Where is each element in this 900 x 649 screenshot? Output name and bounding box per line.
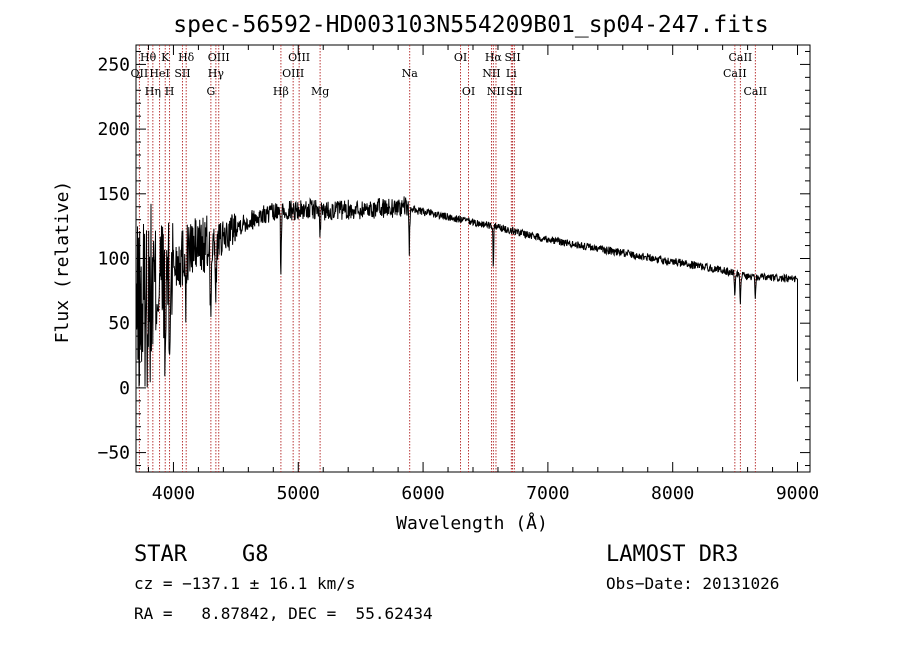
line-label: G: [206, 85, 215, 98]
line-label: Hδ: [178, 51, 195, 64]
line-label: Hβ: [273, 85, 289, 98]
line-label: OI: [462, 85, 475, 98]
y-tick-label: −50: [97, 443, 130, 464]
line-label: SII: [504, 51, 520, 64]
x-tick-label: 8000: [651, 483, 694, 504]
x-tick-label: 4000: [152, 483, 195, 504]
object-subclass: G8: [242, 542, 269, 567]
line-label: CaII: [743, 85, 767, 98]
line-label: Hθ: [140, 51, 157, 64]
line-label: Hγ: [208, 67, 225, 80]
line-label: NII: [487, 85, 505, 98]
line-label: Hη: [145, 85, 161, 98]
line-label: SII: [174, 67, 190, 80]
coordinates-text: RA = 8.87842, DEC = 55.62434: [134, 604, 433, 623]
chart-title: spec-56592-HD003103N554209B01_sp04-247.f…: [173, 12, 768, 38]
y-tick-label: 250: [97, 54, 130, 75]
line-label: H: [165, 85, 175, 98]
y-tick-label: 200: [97, 119, 130, 140]
x-tick-label: 9000: [776, 483, 819, 504]
line-label: CaII: [723, 67, 747, 80]
line-label: Li: [506, 67, 517, 80]
x-tick-label: 7000: [526, 483, 569, 504]
y-axis-label: Flux (relative): [52, 181, 73, 344]
line-label: OIII: [288, 51, 310, 64]
line-label: OIII: [282, 67, 304, 80]
redshift-text: cz = −137.1 ± 16.1 km/s: [134, 574, 356, 593]
x-axis: 4000 5000 6000 7000 8000 9000: [147, 45, 819, 504]
line-label: OI: [454, 51, 467, 64]
survey-name: LAMOST DR3: [606, 542, 738, 567]
plot-area: OII Hθ Hη HeI K H SII Hδ G Hγ OIII Hβ OIII OIII Mg Na OI…: [97, 44, 819, 504]
line-label: SII: [506, 85, 522, 98]
y-tick-label: 50: [108, 313, 130, 334]
line-label: OIII: [208, 51, 230, 64]
line-label: Na: [402, 67, 419, 80]
line-label: HeI: [149, 67, 169, 80]
line-label: OII: [131, 67, 149, 80]
y-axis: −50 0 50 100 150 200 250: [97, 50, 810, 467]
object-class: STAR: [134, 542, 188, 567]
line-label: CaII: [729, 51, 753, 64]
line-label: Mg: [311, 85, 329, 98]
line-label: K: [161, 51, 170, 64]
y-tick-label: 150: [97, 184, 130, 205]
y-tick-label: 0: [119, 378, 130, 399]
x-tick-label: 6000: [401, 483, 444, 504]
spectral-line-labels: OII Hθ Hη HeI K H SII Hδ G Hγ OIII Hβ OIII OIII Mg Na OI…: [131, 51, 768, 98]
spectrum-series: [135, 196, 798, 388]
x-axis-label: Wavelength (Å): [396, 512, 548, 534]
x-tick-label: 5000: [277, 483, 320, 504]
plot-frame: [135, 44, 811, 473]
line-label: NII: [482, 67, 500, 80]
observation-date: Obs−Date: 20131026: [606, 574, 779, 593]
line-label: Hα: [485, 51, 503, 64]
y-tick-label: 100: [97, 249, 130, 270]
